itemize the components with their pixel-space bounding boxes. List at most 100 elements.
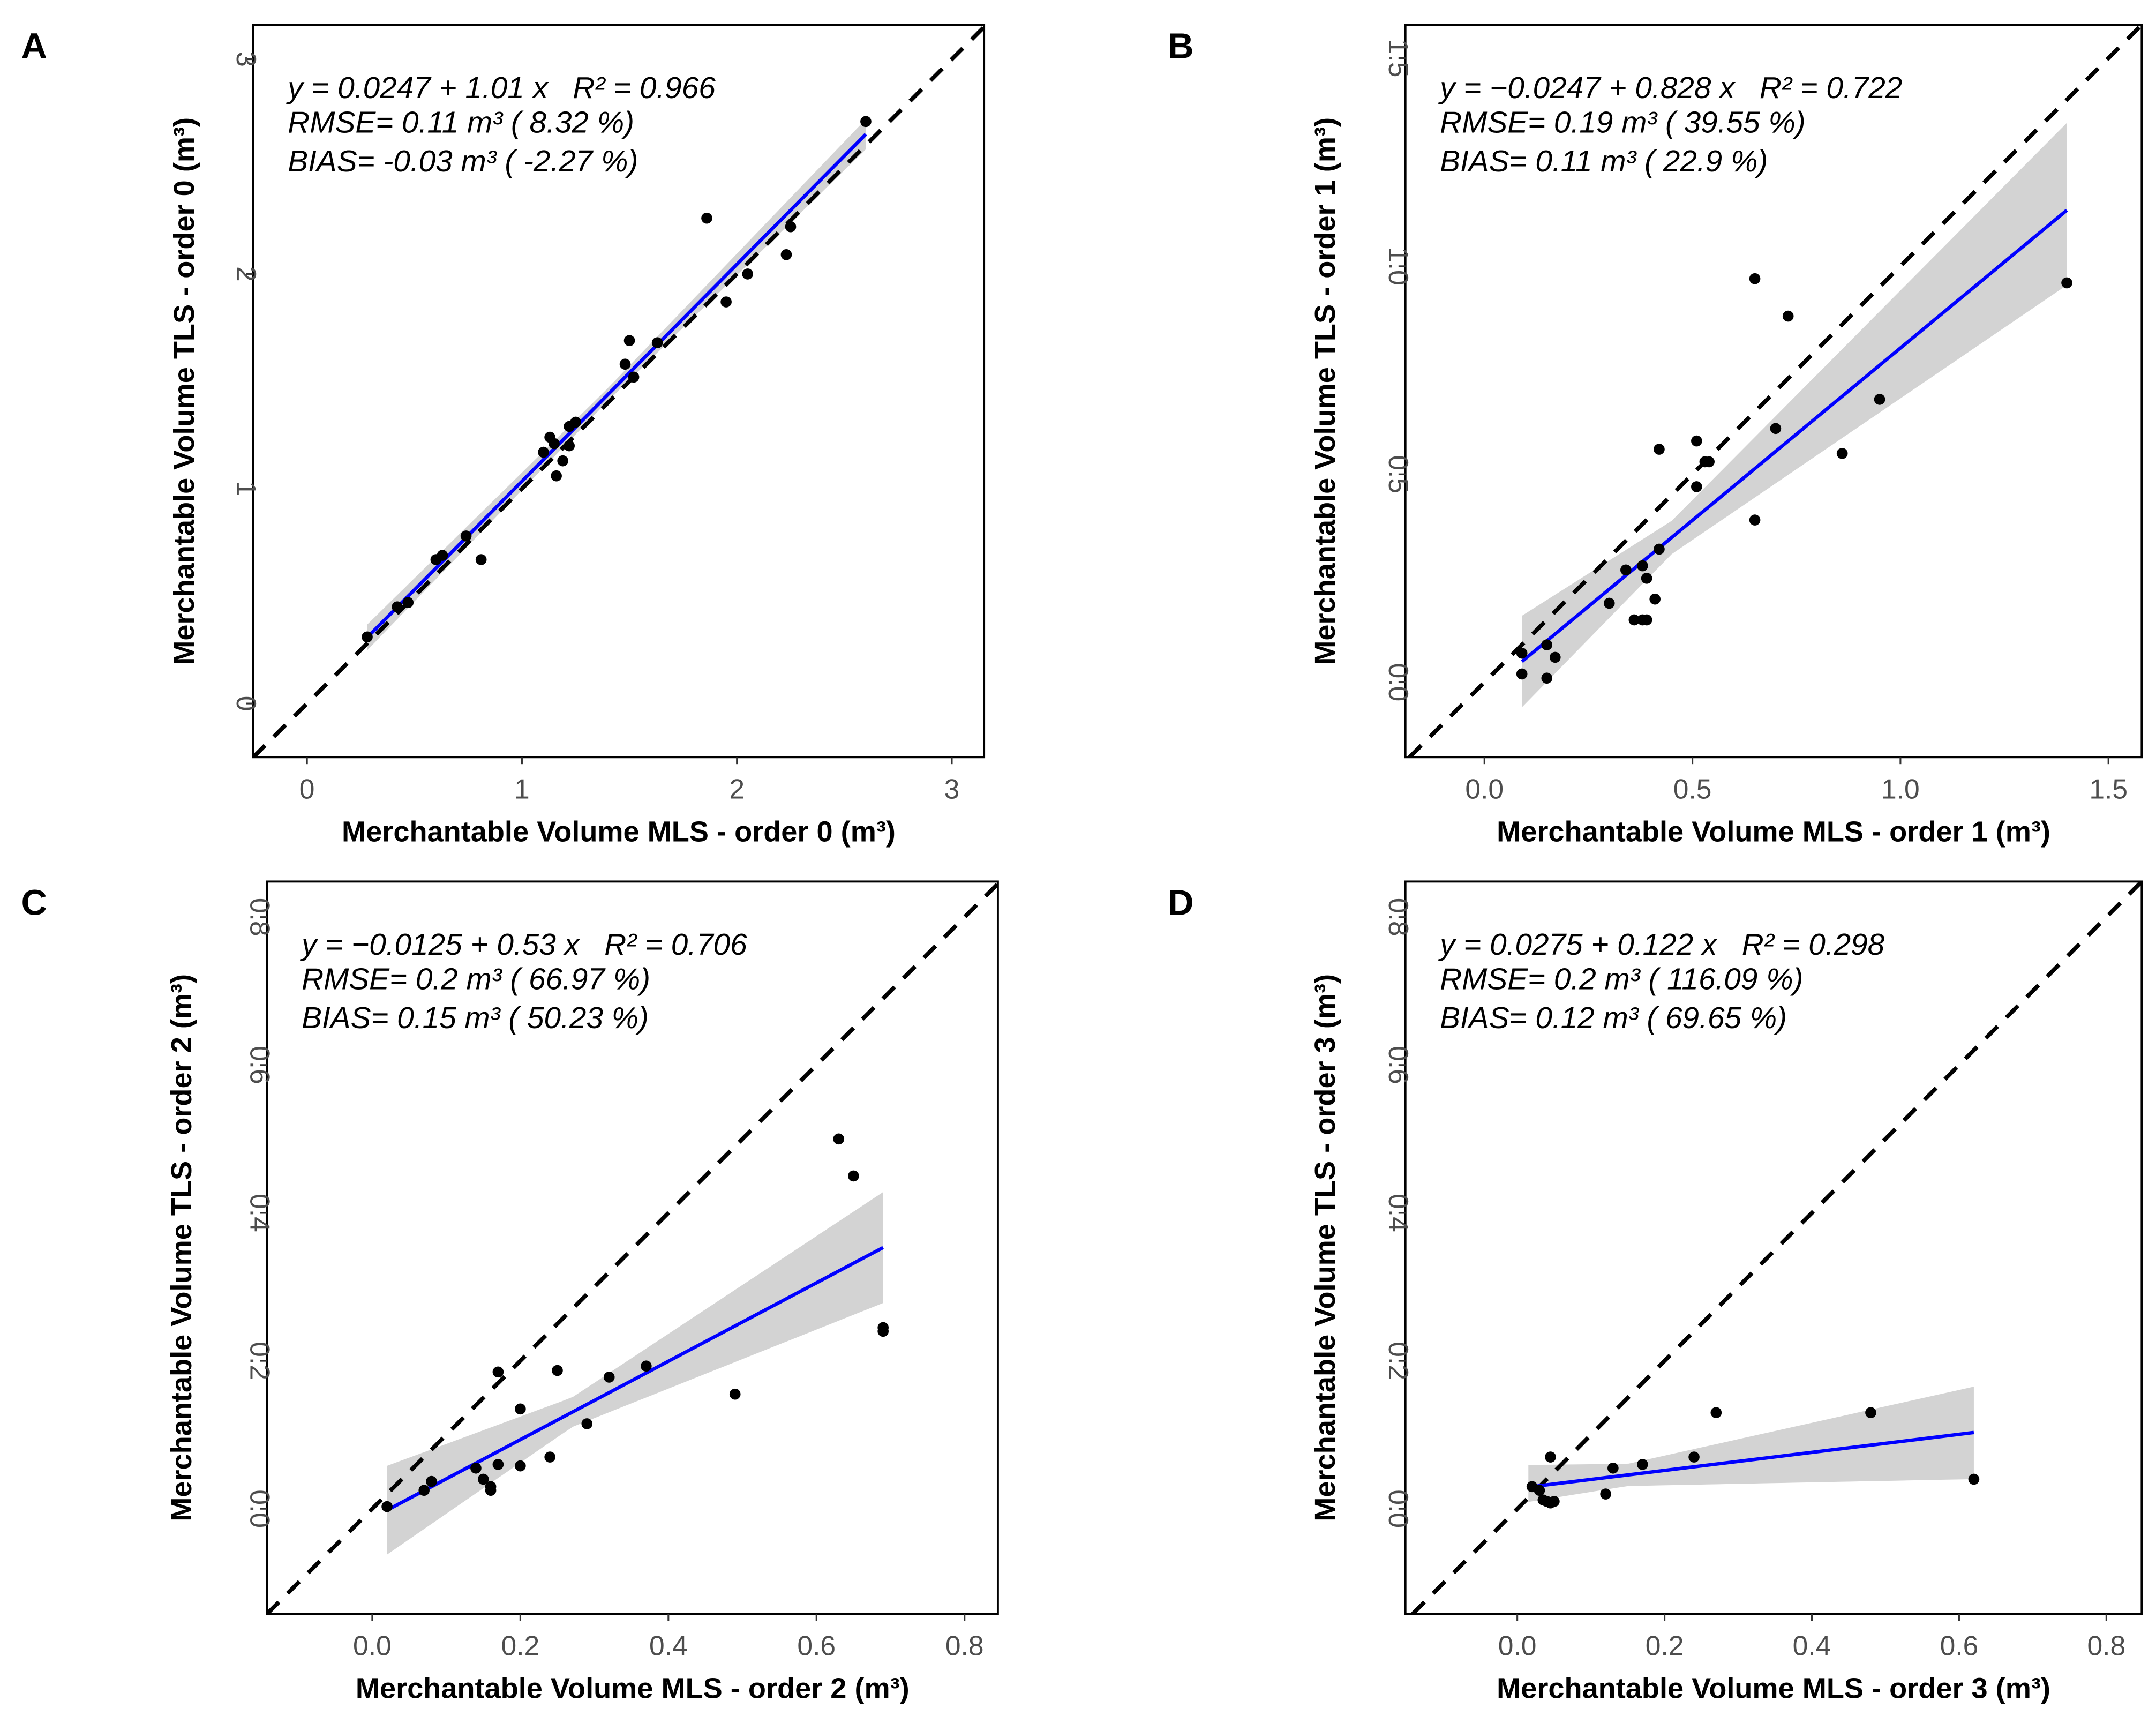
x-tick-label: 0.0: [1465, 774, 1504, 805]
x-tick-label: 0.2: [501, 1630, 540, 1661]
equation-text: y = 0.0247 + 1.01 x: [286, 71, 549, 105]
x-axis-label: Merchantable Volume MLS - order 0 (m³): [342, 816, 896, 848]
rmse-annotation: RMSE= 0.19 m³ ( 39.55 %): [1440, 106, 1805, 140]
y-tick-label: 0.8: [1383, 898, 1414, 937]
x-tick-label: 0.4: [1793, 1630, 1831, 1661]
data-point: [1545, 1451, 1556, 1463]
data-point: [544, 1451, 555, 1463]
r-squared-text: R² = 0.298: [1742, 928, 1885, 962]
data-point: [477, 1473, 489, 1485]
x-tick-label: 0.0: [353, 1630, 392, 1661]
plot-frame: [252, 24, 986, 759]
x-tick-label: 0.2: [1646, 1630, 1684, 1661]
data-point: [1516, 668, 1528, 680]
data-point: [1688, 1451, 1700, 1463]
y-axis-label: Merchantable Volume TLS - order 0 (m³): [168, 117, 200, 665]
x-tick-label: 0.8: [945, 1630, 984, 1661]
data-point: [1603, 597, 1615, 609]
panel-label: D: [1168, 882, 1193, 923]
data-point: [1865, 1407, 1876, 1419]
x-tick-label: 0: [299, 774, 315, 805]
data-point: [515, 1403, 526, 1415]
identity-line: [1408, 25, 2142, 758]
x-tick-label: 0.0: [1498, 1630, 1537, 1661]
data-point: [1749, 273, 1761, 284]
data-point: [833, 1133, 845, 1145]
regression-line: [1528, 1430, 1974, 1489]
data-point: [1836, 448, 1848, 459]
plot-frame: [266, 880, 999, 1615]
x-axis-label: Merchantable Volume MLS - order 3 (m³): [1497, 1673, 2050, 1705]
data-point: [641, 1360, 652, 1372]
y-tick-label: 0.2: [245, 1342, 276, 1380]
regression-line: [366, 133, 867, 639]
data-point: [628, 371, 640, 383]
regression-line: [386, 1246, 884, 1512]
data-point: [1534, 1485, 1545, 1496]
x-tick-label: 1.0: [1881, 774, 1920, 805]
x-tick-label: 3: [944, 774, 960, 805]
data-point: [570, 416, 582, 428]
data-point: [475, 554, 487, 565]
plot-frame: [1404, 24, 2143, 759]
data-point: [515, 1460, 526, 1472]
y-tick-label: 0.0: [1383, 663, 1414, 702]
panel-label: A: [21, 26, 47, 66]
bias-annotation: BIAS= 0.11 m³ ( 22.9 %): [1440, 145, 1768, 178]
confidence-ribbon: [1528, 1387, 1974, 1502]
y-axis-label: Merchantable Volume TLS - order 3 (m³): [1309, 974, 1341, 1522]
y-tick-label: 3: [231, 51, 262, 67]
y-tick-label: 0.8: [245, 898, 276, 937]
data-point: [1691, 435, 1702, 447]
x-tick-label: 0.6: [1940, 1630, 1979, 1661]
data-point: [1782, 310, 1794, 322]
data-point: [1654, 444, 1665, 455]
x-tick-label: 0.5: [1673, 774, 1712, 805]
panel-b: B 0.0 0.5 1.0 1.5 0.0 0.5 1.0 1.5 Merchantable Vo…: [1168, 24, 2143, 848]
y-axis-label: Merchantable Volume TLS - order 1 (m³): [1309, 117, 1341, 665]
equation-annotation: y = 0.0247 + 1.01 x R² = 0.966: [286, 71, 716, 105]
y-tick-label: 0: [231, 696, 262, 711]
x-tick-label: 0.8: [2087, 1630, 2125, 1661]
y-tick-label: 1: [231, 481, 262, 497]
x-tick-label: 2: [729, 774, 745, 805]
data-point: [564, 440, 575, 452]
identity-line: [253, 25, 985, 758]
y-tick-label: 0.4: [1383, 1194, 1414, 1232]
x-tick-label: 0.6: [797, 1630, 836, 1661]
bias-annotation: BIAS= -0.03 m³ ( -2.27 %): [288, 145, 638, 178]
data-point: [1600, 1488, 1611, 1500]
y-tick-label: 0.4: [245, 1194, 276, 1232]
equation-text: y = 0.0275 + 0.122 x: [1438, 928, 1718, 962]
data-point: [1654, 543, 1665, 555]
y-tick-label: 1.0: [1383, 247, 1414, 286]
data-point: [557, 455, 568, 467]
data-point: [1968, 1473, 1980, 1485]
y-tick-label: 0.5: [1383, 455, 1414, 493]
data-point: [2061, 277, 2072, 289]
confidence-ribbon: [387, 1192, 883, 1555]
data-point: [619, 358, 631, 370]
data-point: [581, 1418, 593, 1429]
data-point: [470, 1462, 482, 1474]
data-point: [485, 1481, 497, 1493]
data-point: [1541, 672, 1553, 684]
data-point: [1649, 593, 1661, 605]
y-axis-label: Merchantable Volume TLS - order 2 (m³): [166, 974, 198, 1522]
x-tick-label: 0.4: [649, 1630, 688, 1661]
x-tick-label: 1: [514, 774, 530, 805]
data-point: [1641, 614, 1652, 626]
data-point: [402, 597, 414, 608]
x-axis-label: Merchantable Volume MLS - order 1 (m³): [1497, 816, 2050, 848]
r-squared-text: R² = 0.706: [604, 928, 747, 962]
y-tick-label: 0.0: [1383, 1489, 1414, 1528]
bias-annotation: BIAS= 0.12 m³ ( 69.65 %): [1440, 1001, 1787, 1035]
data-point: [701, 212, 712, 224]
equation-annotation: y = 0.0275 + 0.122 x R² = 0.298: [1438, 928, 1884, 962]
data-point: [720, 296, 732, 308]
data-point: [1641, 573, 1652, 584]
data-point: [437, 550, 448, 561]
data-point: [1516, 647, 1528, 659]
data-point: [742, 268, 754, 280]
